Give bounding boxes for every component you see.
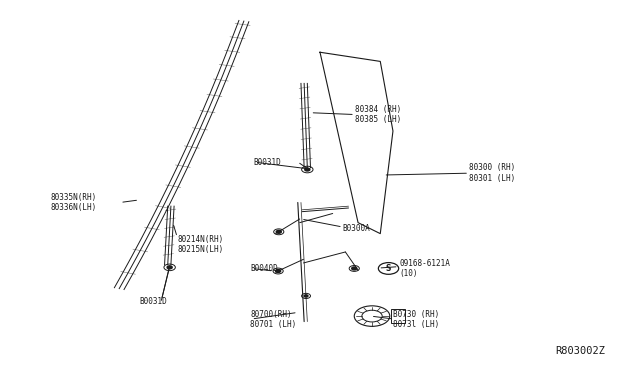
Text: 80300 (RH)
80301 (LH): 80300 (RH) 80301 (LH) [469, 163, 515, 183]
Circle shape [276, 230, 282, 233]
Circle shape [167, 266, 172, 269]
Text: B0040D: B0040D [250, 264, 278, 273]
Bar [391, 310, 405, 323]
Text: B0300A: B0300A [342, 224, 370, 232]
Text: 80335N(RH)
80336N(LH): 80335N(RH) 80336N(LH) [51, 193, 97, 212]
Text: 80214N(RH)
80215N(LH): 80214N(RH) 80215N(LH) [177, 235, 223, 254]
Circle shape [305, 168, 310, 171]
Text: R803002Z: R803002Z [556, 346, 605, 356]
Circle shape [276, 270, 281, 272]
Text: B0730 (RH)
8073l (LH): B0730 (RH) 8073l (LH) [393, 310, 439, 330]
Text: 80384 (RH)
80385 (LH): 80384 (RH) 80385 (LH) [355, 105, 401, 124]
Text: B0031D: B0031D [139, 297, 167, 306]
Text: S: S [386, 264, 391, 273]
Text: 09168-6121A
(10): 09168-6121A (10) [399, 259, 450, 278]
Text: 80700(RH)
80701 (LH): 80700(RH) 80701 (LH) [250, 310, 296, 330]
Text: B0031D: B0031D [253, 158, 281, 167]
Circle shape [304, 295, 308, 297]
Circle shape [352, 267, 356, 270]
